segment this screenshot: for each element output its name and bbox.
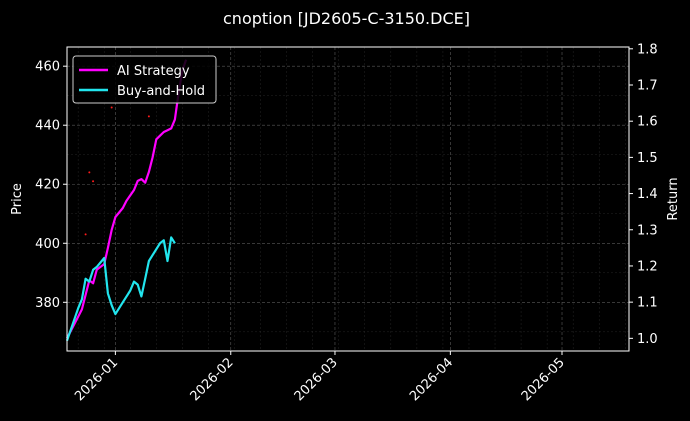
trade-marker bbox=[147, 115, 150, 118]
y2-tick-label: 1.0 bbox=[637, 332, 658, 347]
legend-label-ai-strategy: AI Strategy bbox=[117, 64, 190, 79]
y-tick-label: 440 bbox=[35, 119, 60, 134]
y2-tick-label: 1.8 bbox=[637, 42, 658, 57]
y2-axis-label: Return bbox=[666, 177, 681, 220]
y2-tick-label: 1.1 bbox=[637, 296, 658, 311]
y-tick-label: 400 bbox=[35, 237, 60, 252]
y-tick-label: 380 bbox=[35, 296, 60, 311]
trade-marker bbox=[88, 171, 91, 174]
y2-tick-label: 1.2 bbox=[637, 259, 658, 274]
y-tick-label: 420 bbox=[35, 178, 60, 193]
y-axis-label: Price bbox=[10, 183, 25, 215]
y2-tick-label: 1.6 bbox=[637, 115, 658, 130]
grid bbox=[67, 47, 629, 351]
y2-tick-label: 1.3 bbox=[637, 223, 658, 238]
legend-box bbox=[72, 55, 217, 104]
y2-tick-label: 1.7 bbox=[637, 79, 658, 94]
y-tick-label: 460 bbox=[35, 60, 60, 75]
legend: AI Strategy Buy-and-Hold bbox=[72, 55, 217, 104]
series-line-ai-strategy bbox=[66, 59, 188, 339]
plot-frame bbox=[66, 46, 630, 352]
chart-title: cnoption [JD2605-C-3150.DCE] bbox=[223, 9, 470, 28]
legend-label-buy-and-hold: Buy-and-Hold bbox=[117, 84, 205, 99]
series-line-buy-and-hold bbox=[65, 236, 176, 342]
plot-area bbox=[65, 59, 188, 342]
trade-marker bbox=[110, 106, 113, 109]
y2-tick-label: 1.4 bbox=[637, 187, 658, 202]
y2-tick-label: 1.5 bbox=[637, 151, 658, 166]
trade-marker bbox=[92, 180, 95, 183]
trade-marker bbox=[84, 233, 87, 236]
